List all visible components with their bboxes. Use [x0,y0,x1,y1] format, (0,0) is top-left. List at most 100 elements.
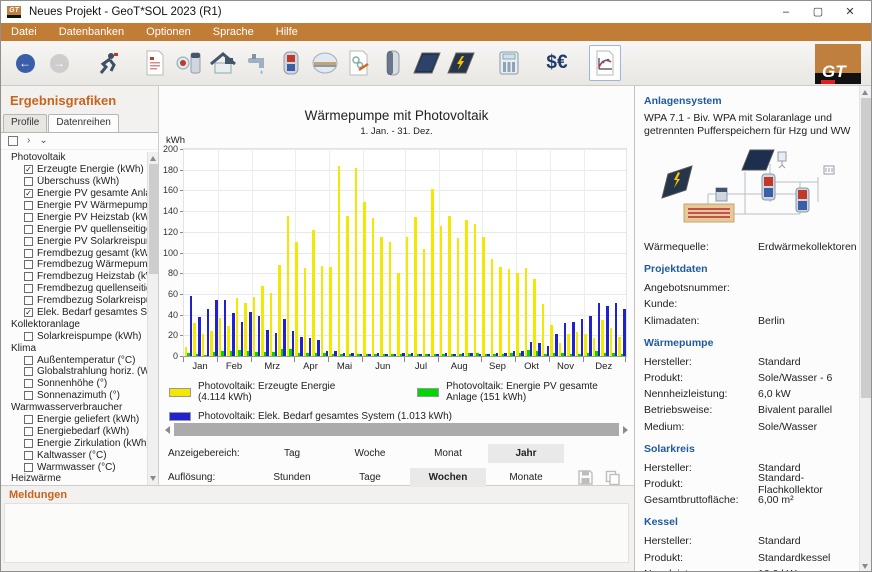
tree-item-row[interactable]: Außentemperatur (°C) [1,354,147,366]
storage-tank-button[interactable] [377,45,409,81]
menu-datei[interactable]: Datei [11,26,37,38]
tree-item-row[interactable]: ✓ Energie PV gesamte Anlag [1,188,147,200]
checkbox[interactable] [24,391,33,401]
checkbox[interactable] [24,236,33,246]
photovoltaic-button[interactable] [445,45,477,81]
checkbox[interactable] [24,284,33,294]
tree-item-row[interactable]: Solarkreispumpe (kWh) [1,330,147,342]
checkbox[interactable] [24,450,33,460]
solar-collector-button[interactable] [411,45,443,81]
tree-item-row[interactable]: Fremdbezug Heizstab (kW [1,271,147,283]
tree-item-row[interactable]: Fremdbezug Wärmepump [1,259,147,271]
chart-horizontal-scrollbar[interactable] [163,422,630,437]
back-button[interactable]: ← [9,45,41,81]
checkbox[interactable] [24,331,33,341]
scroll-left-icon[interactable] [165,426,170,434]
checkbox[interactable] [24,426,33,436]
tree-item-row[interactable]: Kaltwasser (°C) [1,449,147,461]
tree-item-row[interactable]: Sonnenazimuth (°) [1,390,147,402]
checkbox[interactable] [24,367,33,377]
tree-item-row[interactable]: Energie Zirkulation (kWh) [1,437,147,449]
tree-item-row[interactable]: Sonnenhöhe (°) [1,378,147,390]
checkbox[interactable] [24,260,33,270]
close-button[interactable]: ✕ [845,6,855,18]
tree-item-row[interactable]: Überschuss (kWh) [1,176,147,188]
scroll-down-icon[interactable] [150,476,156,481]
checkbox[interactable] [24,462,33,472]
tree-group-row[interactable]: Photovoltaik [1,152,147,164]
domestic-hot-water-button[interactable] [241,45,273,81]
tree-item-row[interactable]: ✓ Elek. Bedarf gesamtes Syst [1,307,147,319]
tree-group-row[interactable]: Warmwasserverbraucher [1,402,147,414]
minimize-button[interactable]: – [782,6,790,18]
scrollbar-track[interactable] [174,423,619,436]
tree-item-row[interactable]: Energiebedarf (kWh) [1,425,147,437]
menu-datenbanken[interactable]: Datenbanken [58,26,125,38]
checkbox[interactable] [24,248,33,258]
maximize-button[interactable]: ▢ [812,6,824,18]
tree-group-row[interactable]: Klima [1,342,147,354]
ground-source-button[interactable] [309,45,341,81]
checkbox[interactable] [24,379,33,389]
display_range-option-tag[interactable]: Tag [283,448,301,459]
tree-scrollbar[interactable] [147,152,158,485]
resolution-option-monate[interactable]: Monate [509,472,543,483]
tree-item-row[interactable]: Energie geliefert (kWh) [1,414,147,426]
scroll-up-icon[interactable] [862,90,868,95]
parameters-button[interactable] [343,45,375,81]
menu-optionen[interactable]: Optionen [146,26,191,38]
tab-datenreihen[interactable]: Datenreihen [48,114,119,132]
resolution-option-stunden[interactable]: Stunden [273,472,311,483]
menu-hilfe[interactable]: Hilfe [275,26,298,38]
tree-item-row[interactable]: Energie PV quellenseitige [1,223,147,235]
tree-group-row[interactable]: Kollektoranlage [1,318,147,330]
heat-pump-button[interactable] [173,45,205,81]
expand-all-icon[interactable]: › [27,135,31,146]
building-button[interactable] [207,45,239,81]
calculator-button[interactable] [493,45,525,81]
checkbox[interactable]: ✓ [24,165,33,175]
display_range-option-jahr[interactable]: Jahr [488,444,564,463]
tree-item-row[interactable]: ✓ Erzeugte Energie (kWh) [1,164,147,176]
checkbox[interactable] [24,272,33,282]
display_range-option-woche[interactable]: Woche [354,448,386,459]
scroll-up-icon[interactable] [150,156,156,161]
checkbox[interactable] [24,438,33,448]
forward-button[interactable]: → [43,45,75,81]
tree-item-row[interactable]: Fremdbezug Solarkreispu [1,295,147,307]
tree-item-row[interactable]: Globalstrahlung horiz. (Wh [1,366,147,378]
tree-item-row[interactable]: Energie PV Solarkreispump [1,235,147,247]
checkbox[interactable] [24,177,33,187]
save-icon[interactable] [578,470,593,485]
tree-item-row[interactable]: Energie PV Heizstab (kWh) [1,211,147,223]
resolution-option-tage[interactable]: Tage [359,472,381,483]
info-scrollbar[interactable] [859,86,871,571]
checkbox[interactable] [24,212,33,222]
copy-icon[interactable] [605,470,620,485]
assistant-button[interactable] [91,45,123,81]
results-graphs-button[interactable] [589,45,621,81]
tree-item-row[interactable]: Warmwasser (°C) [1,461,147,473]
tree-item-row[interactable]: Fremdbezug gesamt (kWh) [1,247,147,259]
select-all-checkbox-icon[interactable] [8,136,18,146]
checkbox[interactable] [24,201,33,210]
checkbox[interactable]: ✓ [24,189,33,199]
checkbox[interactable] [24,296,33,306]
report-button[interactable] [139,45,171,81]
checkbox[interactable] [24,224,33,234]
display_range-option-monat[interactable]: Monat [434,448,462,459]
checkbox[interactable]: ✓ [24,308,33,318]
tree-item-row[interactable]: Energie PV Wärmepumpe ( [1,200,147,212]
tab-profile[interactable]: Profile [3,114,48,132]
resolution-option-wochen[interactable]: Wochen [410,468,486,487]
tree-group-row[interactable]: Heizwärme [1,473,147,485]
checkbox[interactable] [24,415,33,425]
menu-sprache[interactable]: Sprache [212,26,254,38]
buffer-tank-button[interactable] [275,45,307,81]
scroll-down-icon[interactable] [862,564,868,569]
checkbox[interactable] [24,355,33,365]
economics-button[interactable]: $€ [541,45,573,81]
collapse-all-icon[interactable]: ⌄ [39,135,48,146]
tree-item-row[interactable]: Fremdbezug quellenseitige [1,283,147,295]
scroll-right-icon[interactable] [623,426,628,434]
